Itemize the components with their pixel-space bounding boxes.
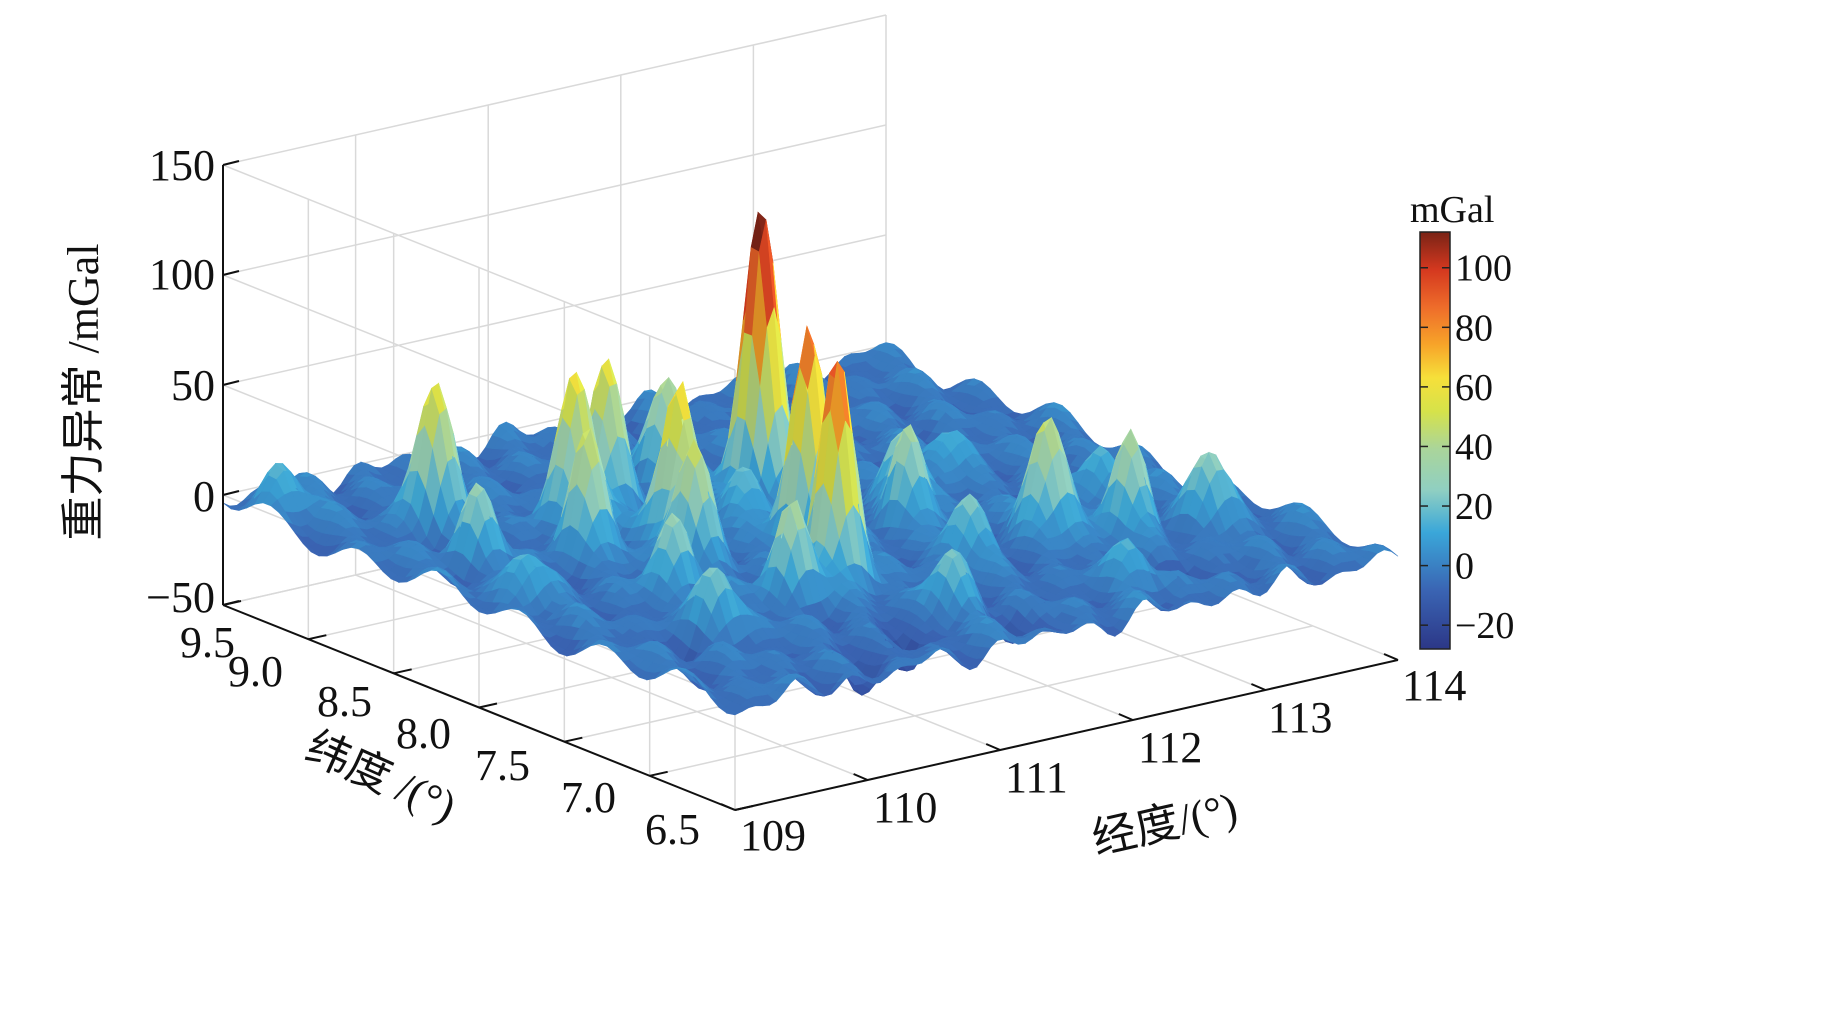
grid-line [649, 625, 1313, 777]
surface-mesh [222, 211, 1399, 716]
grid-line [222, 14, 887, 166]
grid-line [222, 234, 887, 386]
grid-line [222, 124, 887, 276]
grid-line [222, 164, 736, 371]
